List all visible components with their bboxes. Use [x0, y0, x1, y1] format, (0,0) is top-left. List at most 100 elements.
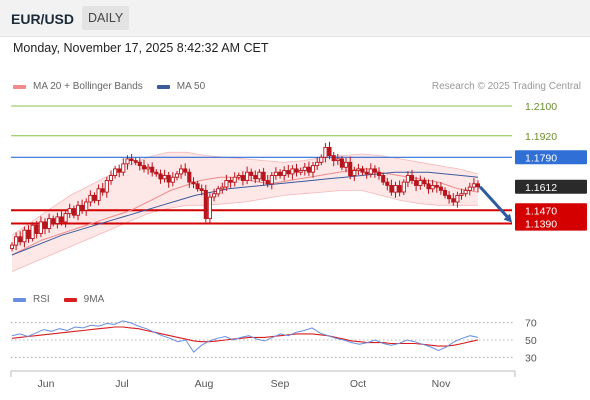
candle-body: [348, 161, 353, 177]
candle-body: [467, 186, 472, 191]
bollinger-band-fill: [12, 152, 478, 272]
candle-body: [26, 229, 31, 239]
main-legend: MA 20 + Bollinger Bands MA 50: [13, 81, 205, 92]
rsi-ma-line: [11, 326, 479, 347]
candle-body: [245, 171, 250, 181]
candle-body: [405, 175, 410, 183]
candle-body: [212, 193, 217, 198]
candle-body: [137, 161, 142, 167]
candle-body: [30, 224, 35, 239]
forecast-arrow-head: [503, 213, 512, 223]
candle-body: [352, 170, 357, 176]
chart-header: EUR/USD DAILY: [0, 0, 590, 37]
candle-body: [418, 180, 423, 186]
candle-body: [146, 166, 151, 170]
candle-body: [183, 168, 188, 173]
candle-body: [220, 186, 225, 190]
candle-body: [356, 168, 361, 172]
candle-body: [240, 175, 245, 181]
candle-body: [273, 171, 278, 176]
candle-body: [113, 168, 118, 176]
candle-body: [331, 155, 336, 162]
candle-body: [129, 158, 134, 162]
candle-body: [207, 196, 212, 220]
candle-body: [14, 236, 19, 246]
x-axis-label: Jul: [115, 378, 128, 390]
level-label-box: [515, 150, 587, 165]
x-axis-label: Sep: [271, 378, 290, 390]
timestamp: Monday, November 17, 2025 8:42:32 AM CET: [13, 41, 269, 55]
candle-body: [430, 185, 435, 190]
candle-body: [475, 183, 481, 188]
credit-text: Research © 2025 Trading Central: [431, 81, 581, 92]
candle-body: [253, 175, 258, 180]
candle-body: [278, 171, 283, 176]
level-label-box: [515, 179, 587, 194]
level-label-text: 1.1470: [525, 205, 557, 217]
candle-body: [158, 173, 163, 180]
candle-body: [133, 160, 138, 163]
candle-body: [385, 181, 390, 186]
bollinger-band-layer: [11, 151, 479, 272]
rsi-tick-label: 70: [525, 318, 537, 330]
candle-body: [104, 180, 109, 193]
candle-body: [455, 194, 460, 203]
level-label-box: [515, 203, 587, 218]
candle-body: [368, 168, 373, 175]
rsi-tick-label: 50: [525, 335, 537, 347]
forecast-arrow-shaft: [478, 185, 510, 219]
candle-body: [84, 201, 89, 211]
candle-body: [343, 161, 349, 168]
ma50-line: [11, 171, 479, 256]
candle-body: [257, 171, 262, 180]
level-label-text: 1.1920: [525, 131, 557, 143]
level-label-text: 1.1612: [525, 182, 557, 194]
candle-body: [323, 146, 328, 158]
candle-body: [261, 171, 266, 181]
candle-body: [203, 189, 208, 220]
x-axis-label: Jun: [38, 378, 55, 390]
candle-body: [117, 168, 122, 173]
level-labels-layer: 1.2100 1.1920 1.1790 1.1612 1.1470 1.1390: [515, 101, 587, 231]
candle-body: [265, 180, 270, 185]
candle-body: [422, 180, 427, 185]
bollinger-upper-line: [11, 151, 479, 236]
candle-body: [67, 208, 72, 215]
candle-body: [232, 176, 237, 183]
rsi-tick-label: 30: [525, 352, 537, 364]
timeframe-selector[interactable]: DAILY: [82, 6, 130, 30]
candle-body: [298, 170, 303, 173]
candle-body: [228, 180, 233, 183]
candle-body: [195, 183, 200, 190]
candle-body: [339, 158, 344, 168]
candle-body: [141, 165, 147, 170]
ma-bb-swatch: [13, 84, 26, 89]
candle-body: [18, 236, 23, 243]
candle-body: [442, 189, 448, 196]
candle-body: [319, 156, 324, 163]
candle-body: [381, 175, 386, 183]
candle-body: [451, 198, 456, 203]
candle-body: [294, 168, 299, 173]
x-axis-label: Aug: [195, 378, 214, 390]
candle-body: [447, 194, 452, 200]
candle-body: [187, 171, 192, 183]
candle-body: [22, 229, 27, 243]
level-label-text: 1.1390: [525, 219, 557, 231]
candle-body: [372, 168, 377, 173]
moving-average-layer: [11, 168, 512, 256]
candle-body: [414, 180, 419, 186]
candle-body: [434, 185, 439, 188]
x-axis-label: Oct: [350, 378, 366, 390]
candles-layer: [9, 141, 481, 252]
candle-body: [9, 244, 15, 249]
candle-body: [389, 185, 394, 193]
symbol-title: EUR/USD: [11, 11, 75, 27]
candle-body: [179, 168, 184, 175]
candle-body: [38, 221, 43, 234]
candle-body: [249, 171, 254, 176]
rsi-ma-legend-label: 9MA: [83, 294, 105, 305]
ma-bb-legend-label: MA 20 + Bollinger Bands: [33, 81, 143, 92]
ma20-line: [11, 168, 479, 256]
